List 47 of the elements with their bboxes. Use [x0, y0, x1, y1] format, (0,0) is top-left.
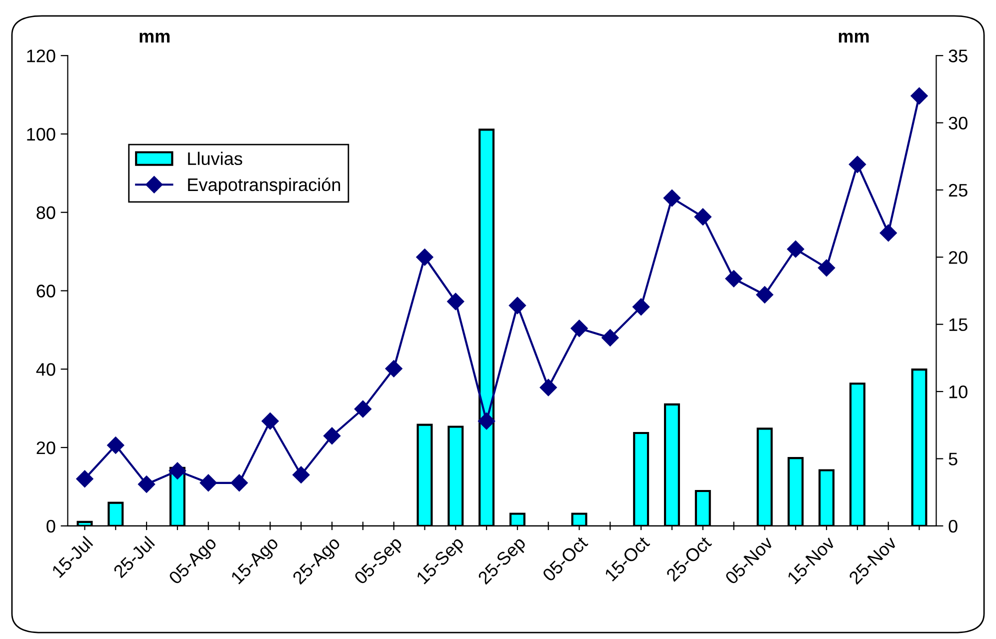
point: [323, 427, 341, 444]
y2-tick-label: 30: [948, 116, 968, 130]
y-tick-label: 20: [36, 441, 56, 454]
point: [107, 436, 124, 454]
y2-tick-label: 5: [948, 452, 958, 466]
point: [76, 470, 94, 488]
point: [540, 378, 557, 396]
y2-tick-label: 10: [949, 385, 968, 398]
point: [416, 248, 434, 266]
point: [354, 400, 372, 418]
point: [694, 208, 712, 226]
point: [756, 286, 774, 304]
y-tick-label: 60: [36, 284, 56, 298]
point: [230, 474, 248, 492]
y-tick-label: 100: [27, 128, 56, 141]
point: [138, 476, 156, 493]
point: [602, 329, 619, 346]
point: [880, 224, 897, 242]
legend-label: Evapotranspiración: [188, 178, 340, 195]
y2-tick-label: 25: [948, 184, 968, 197]
y-axis-title: mm: [140, 32, 170, 42]
y2-tick-label: 35: [948, 50, 968, 62]
point: [292, 466, 310, 484]
point: [385, 360, 402, 378]
point: [447, 292, 464, 310]
point: [262, 412, 279, 430]
y-tick-label: 120: [27, 50, 56, 62]
point: [168, 462, 186, 480]
y-tick-label: 80: [36, 206, 56, 220]
y2-tick-label: 15: [949, 318, 968, 332]
y-tick-label: 40: [36, 363, 56, 376]
point: [848, 156, 866, 173]
point: [200, 474, 217, 492]
y2-axis-title: mm: [838, 32, 869, 42]
point: [508, 296, 526, 314]
point: [725, 270, 742, 288]
y2-tick-label: 20: [948, 251, 968, 264]
y-tick-label: 0: [46, 520, 56, 533]
legend-label: Lluvias: [188, 152, 242, 166]
point: [787, 240, 804, 258]
point: [910, 87, 928, 104]
point: [663, 189, 681, 207]
point: [818, 259, 836, 276]
y2-tick-label: 0: [948, 520, 958, 533]
point: [570, 320, 588, 337]
point: [632, 298, 650, 316]
point: [478, 412, 496, 430]
